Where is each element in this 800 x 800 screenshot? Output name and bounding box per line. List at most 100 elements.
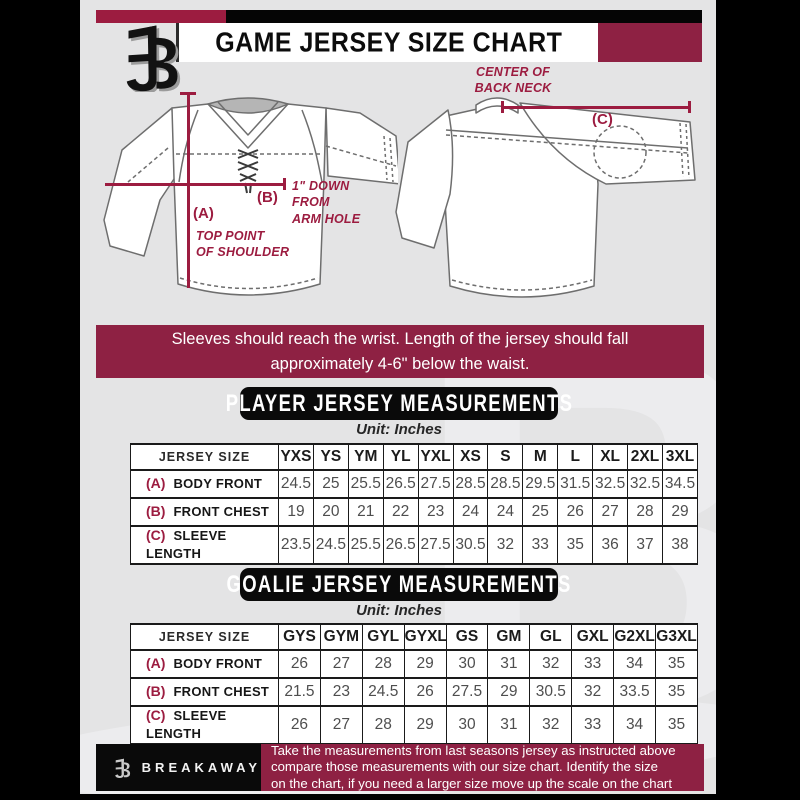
measurement-value: 31 (487, 705, 531, 745)
player-unit-label: Unit: Inches (356, 421, 442, 438)
row-label: FRONT CHEST (173, 504, 270, 519)
size-column-header: GYXL (403, 623, 447, 651)
size-column-header: YXS (278, 443, 314, 471)
measurement-line-c-tick-left (501, 101, 504, 113)
measurement-value: 28.5 (487, 469, 524, 499)
measurement-value: 27.5 (417, 525, 454, 565)
measurement-value: 27 (319, 705, 363, 745)
goalie-section-title: GOALIE JERSEY MEASUREMENTS (226, 568, 570, 601)
measurement-value: 32 (487, 525, 524, 565)
measurement-value: 20 (312, 497, 349, 527)
measurement-value: 24.5 (361, 677, 405, 707)
row-marker: (B) (146, 503, 166, 519)
row-label-cell: (B) FRONT CHEST (130, 497, 279, 527)
row-marker: (C) (146, 527, 166, 543)
measurement-value: 26 (557, 497, 594, 527)
measurement-value: 33 (571, 649, 615, 679)
page-title: GAME JERSEY SIZE CHART (214, 25, 563, 59)
measurement-value: 19 (278, 497, 314, 527)
title-accent-block (598, 23, 702, 62)
measurement-value: 23 (319, 677, 363, 707)
footer-line-1: Take the measurements from last seasons … (271, 742, 676, 758)
measurement-row: (B) FRONT CHEST 21.5 23 24.5 26 27.5 29 30.5 32 33… (130, 677, 698, 707)
measurement-value: 31 (487, 649, 531, 679)
measurement-row: (C) SLEEVE LENGTH 26 27 28 29 30 31 32 33 34 35 (130, 705, 698, 745)
measurement-value: 28 (361, 649, 405, 679)
measurement-value: 27 (592, 497, 629, 527)
size-column-header: YXL (417, 443, 454, 471)
size-column-header: YS (312, 443, 349, 471)
measurement-value: 26 (403, 677, 447, 707)
row-marker: (B) (146, 683, 166, 699)
footer-logo-icon (115, 758, 131, 778)
measurement-value: 24.5 (312, 525, 349, 565)
row-label-cell: (B) FRONT CHEST (130, 677, 279, 707)
measurement-value: 25.5 (347, 525, 384, 565)
row-label: SLEEVE LENGTH (146, 708, 227, 741)
footer-brand-name: BREAKAWAY (141, 760, 261, 775)
size-column-header: G2XL (613, 623, 657, 651)
size-column-header: XL (592, 443, 629, 471)
size-column-header: GYL (361, 623, 405, 651)
size-column-header: GYM (319, 623, 363, 651)
measurement-value: 28 (627, 497, 663, 527)
measurement-value: 34 (613, 705, 657, 745)
row-label-cell: (A) BODY FRONT (130, 469, 279, 499)
measurement-value: 22 (382, 497, 419, 527)
row-marker: (C) (146, 707, 166, 723)
measurement-value: 27.5 (417, 469, 454, 499)
measurement-value: 28 (361, 705, 405, 745)
row-marker: (A) (146, 475, 166, 491)
size-column-header: M (522, 443, 559, 471)
measurement-line-c (501, 106, 691, 109)
banner-line-2: approximately 4-6" below the waist. (270, 354, 530, 373)
measurement-value: 23.5 (278, 525, 314, 565)
measurement-value: 25.5 (347, 469, 384, 499)
measurement-value: 33 (522, 525, 559, 565)
measurement-value: 38 (661, 525, 699, 565)
measurement-value: 33 (571, 705, 615, 745)
measurement-value: 25 (522, 497, 559, 527)
measurement-line-c-tick-right (688, 101, 691, 113)
measurement-line-a (187, 93, 190, 288)
footer-line-2: compare those measurements with our size… (271, 759, 659, 775)
size-column-header: GS (445, 623, 489, 651)
measurement-line-b-tick (283, 178, 286, 190)
measurement-row: (B) FRONT CHEST 19 20 21 22 23 24 24 25 26 27 28 29 (130, 497, 699, 527)
page-background: B GAME JERSEY SIZE CHART (80, 0, 716, 794)
measurement-value: 30.5 (452, 525, 489, 565)
note-armhole: 1" DOWN FROM ARM HOLE (292, 179, 361, 226)
marker-a: (A) (193, 205, 214, 222)
measurement-value: 23 (417, 497, 454, 527)
top-bar-maroon (96, 10, 226, 23)
size-column-header: S (487, 443, 524, 471)
measurement-value: 37 (627, 525, 663, 565)
brand-logo-icon (126, 25, 181, 92)
size-column-header: G3XL (655, 623, 698, 651)
measurement-value: 29.5 (522, 469, 559, 499)
measurement-line-a-tick (180, 92, 196, 95)
size-column-header: GXL (571, 623, 615, 651)
measurement-value: 34 (613, 649, 657, 679)
measurement-row: (C) SLEEVE LENGTH 23.5 24.5 25.5 26.5 27.5 30.5… (130, 525, 699, 565)
measurement-value: 35 (557, 525, 594, 565)
measurement-value: 33.5 (613, 677, 657, 707)
front-jersey-diagram (103, 97, 398, 296)
jersey-size-header: JERSEY SIZE (130, 443, 279, 471)
measurement-value: 30 (445, 649, 489, 679)
player-section-title: PLAYER JERSEY MEASUREMENTS (225, 387, 571, 420)
row-label-cell: (A) BODY FRONT (130, 649, 279, 679)
measurement-value: 32 (529, 649, 573, 679)
row-label-cell: (C) SLEEVE LENGTH (130, 705, 279, 745)
measurement-value: 29 (403, 649, 447, 679)
measurement-value: 36 (592, 525, 629, 565)
measurement-value: 31.5 (557, 469, 594, 499)
size-column-header: GYS (278, 623, 321, 651)
title-band: GAME JERSEY SIZE CHART (176, 23, 598, 62)
player-size-table: JERSEY SIZE YXS YS YM YL YXL XS S M L XL 2XL 3XL (A) B… (130, 443, 699, 565)
marker-c: (C) (592, 111, 613, 128)
instruction-banner: Sleeves should reach the wrist. Length o… (96, 325, 704, 378)
measurement-value: 21.5 (278, 677, 321, 707)
size-column-header: GL (529, 623, 573, 651)
